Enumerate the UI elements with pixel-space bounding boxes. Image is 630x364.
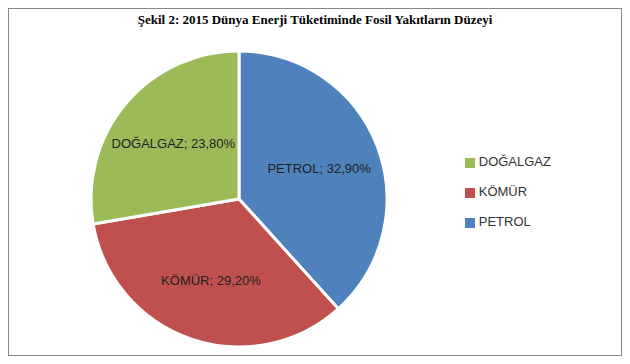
svg-text:KÖMÜR; 29,20%: KÖMÜR; 29,20% (161, 273, 261, 288)
html-text:KÖMÜR: KÖMÜR (478, 184, 528, 199)
html-text:DOĞALGAZ: DOĞALGAZ (478, 154, 551, 169)
svg-text:DOĞALGAZ; 23,80%: DOĞALGAZ; 23,80% (112, 136, 236, 151)
svg-text:PETROL; 32,90%: PETROL; 32,90% (267, 161, 371, 176)
html-text:Şekil 2: 2015 Dünya Enerji Tük: Şekil 2: 2015 Dünya Enerji Tüketiminde F… (137, 12, 493, 27)
html-text:PETROL: PETROL (478, 214, 531, 229)
